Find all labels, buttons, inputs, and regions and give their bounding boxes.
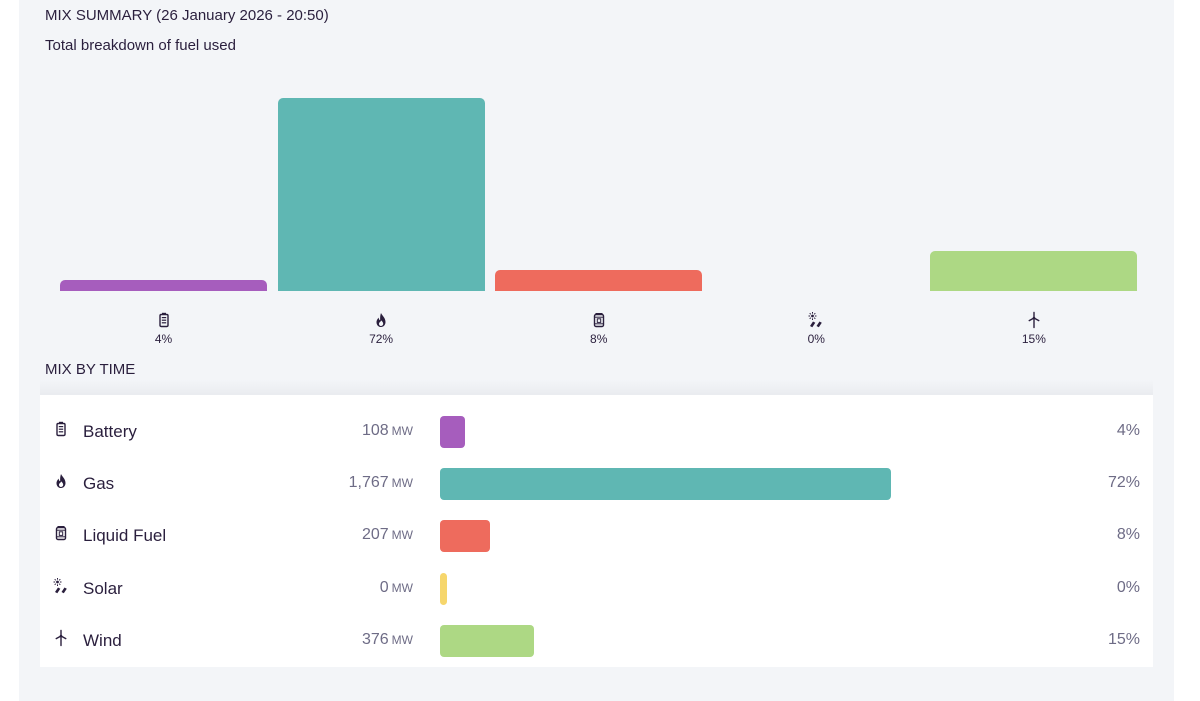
battery-icon [52, 420, 70, 438]
wind-turbine-icon [1025, 311, 1043, 329]
mix-bar-battery [440, 416, 466, 448]
table-row: Solar 0 MW 0% [40, 572, 1153, 625]
bar-battery [60, 280, 267, 291]
fuel-percentage: 4% [1116, 422, 1140, 439]
fuel-name: Battery [83, 422, 137, 441]
fuel-can-icon [52, 524, 70, 542]
bar-label-gas: 72% [369, 332, 394, 346]
mix-by-time-table: Battery 108 MW 4% Gas 1,767 MW 72% Liquid Fuel 20… [40, 395, 1153, 667]
fuel-mw-value: 1,767 MW [349, 474, 413, 492]
fuel-percentage: 0% [1116, 578, 1140, 596]
table-row: Liquid Fuel 207 MW 8% [40, 520, 1153, 572]
mw-number: 376 [361, 630, 389, 648]
mix-bar-solar [440, 572, 447, 605]
mw-number: 207 [361, 526, 389, 544]
bar-liquid-fuel [495, 269, 703, 291]
solar-icon [807, 311, 825, 329]
fuel-mw-value: 207 MW [362, 526, 413, 544]
mw-unit: MW [391, 632, 413, 647]
bar-label-solar: 0% [807, 332, 825, 346]
mw-unit: MW [391, 424, 413, 438]
fuel-name: Wind [83, 630, 122, 650]
bar-wind [930, 250, 1138, 291]
mix-summary-subtitle: Total breakdown of fuel used [45, 37, 236, 54]
mw-number: 108 [361, 422, 389, 439]
mw-unit: MW [391, 528, 413, 543]
fuel-percentage: 8% [1116, 526, 1140, 544]
fuel-mw-value: 376 MW [362, 631, 413, 649]
mw-number: 0 [379, 578, 389, 596]
flame-icon [372, 311, 390, 329]
mw-unit: MW [391, 476, 413, 491]
bar-gas [277, 98, 485, 291]
fuel-mix-bar-chart: 4% 72% 8% 0% 15% [60, 98, 1138, 346]
mix-bar-wind [440, 624, 534, 657]
wind-turbine-icon [52, 629, 70, 647]
fuel-can-icon [590, 311, 608, 329]
battery-icon [155, 311, 173, 329]
mix-summary-title: MIX SUMMARY (26 January 2026 - 20:50) [45, 7, 329, 24]
bar-label-liquid-fuel: 8% [590, 332, 608, 346]
fuel-mw-value: 108 MW [362, 422, 413, 440]
bar-label-wind: 15% [1021, 332, 1046, 346]
table-shadow [40, 380, 1153, 396]
fuel-name: Solar [83, 578, 123, 598]
fuel-mw-value: 0 MW [380, 579, 413, 597]
flame-icon [52, 472, 70, 490]
mw-unit: MW [391, 580, 413, 595]
table-row: Gas 1,767 MW 72% [40, 468, 1153, 520]
mw-number: 1,767 [348, 474, 389, 492]
solar-icon [52, 577, 70, 595]
fuel-name: Gas [83, 474, 115, 494]
mix-bar-liquid-fuel [440, 520, 491, 553]
fuel-percentage: 15% [1107, 630, 1140, 648]
mix-bar-gas [440, 468, 891, 501]
fuel-name: Liquid Fuel [83, 526, 167, 546]
bar-label-battery: 4% [154, 332, 173, 346]
table-row: Wind 376 MW 15% [40, 624, 1153, 677]
fuel-percentage: 72% [1107, 474, 1140, 492]
mix-by-time-title: MIX BY TIME [45, 361, 136, 378]
table-row: Battery 108 MW 4% [40, 416, 1153, 468]
